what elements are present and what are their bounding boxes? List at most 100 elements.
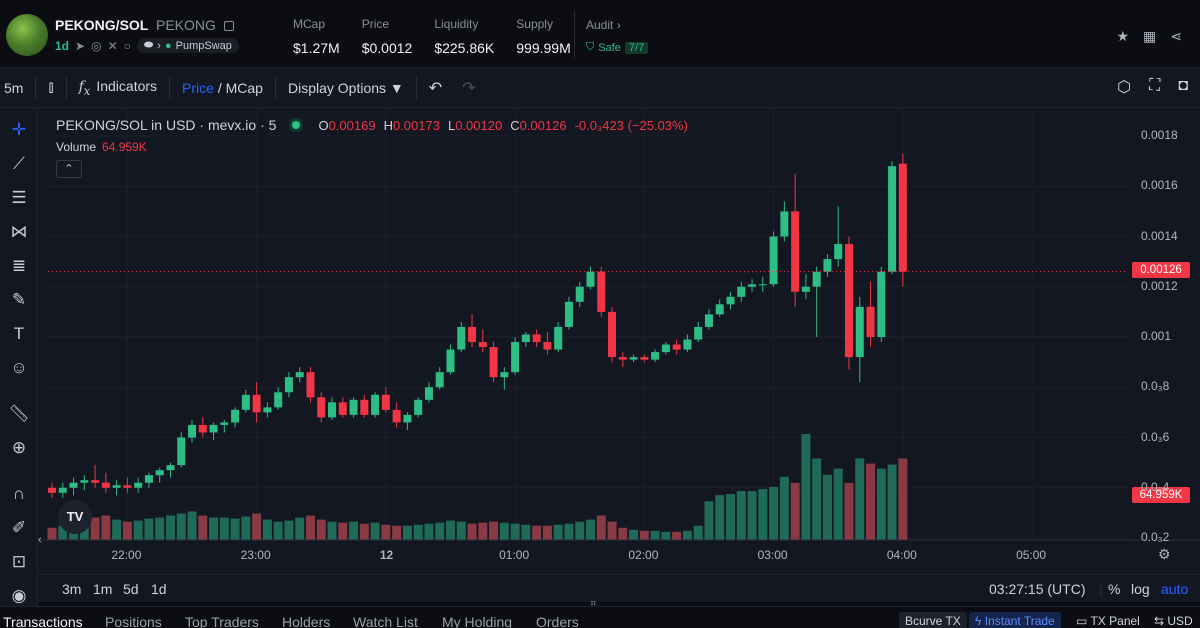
volume-bar [101,515,111,540]
volume-bar [898,458,908,540]
candle-body [715,304,724,315]
brush-icon[interactable]: ✎ [11,290,27,309]
price-mcap-toggle[interactable]: Price / MCap [182,79,263,96]
indicators-button[interactable]: fx Indicators [69,78,167,98]
pair-name[interactable]: PEKONG/SOL PEKONG [55,17,234,33]
range-bar: 3m 1m 5d 1d 03:27:15 (UTC) | % log auto [38,574,1200,602]
auto-toggle[interactable]: auto [1161,581,1189,597]
volume-bar [586,519,595,540]
tab-transactions[interactable]: Transactions [3,614,83,628]
candle-body [748,284,757,287]
star-icon[interactable]: ★ [1116,28,1130,44]
caret-down-icon: ▼ [389,79,404,96]
dex-badge[interactable]: ⬬ › ● PumpSwap [136,38,239,53]
fullscreen-icon[interactable]: ⛶ [1149,77,1161,94]
emoji-icon[interactable]: ☺ [10,358,28,377]
candle-body [489,347,498,378]
audit-section[interactable]: Audit › ⛉ Safe 7/7 [586,18,649,54]
settings-icon[interactable]: ⬡ [1117,79,1132,96]
volume-bar [305,515,315,540]
token-logo [6,14,48,56]
share-icon[interactable]: ⋖ [1170,28,1182,44]
range-3m[interactable]: 3m [62,581,82,597]
candle-body [231,409,240,423]
chart-canvas[interactable] [38,108,1200,578]
volume-bar [607,521,617,540]
candle-body [112,485,121,488]
ruler-icon[interactable]: 📏︎ [8,404,30,423]
bcurve-tx-button[interactable]: Bcurve TX [899,612,967,628]
magnet-icon[interactable]: ∩ [12,484,26,503]
range-1d[interactable]: 1d [151,581,167,597]
calendar-icon[interactable]: ▦ [1143,28,1157,44]
log-toggle[interactable]: log [1131,581,1150,597]
stat-supply: Supply 999.99M [516,17,570,56]
tab-my-holding[interactable]: My Holding [442,614,513,628]
search-icon[interactable]: ○ [123,38,131,53]
percent-toggle[interactable]: % [1108,581,1121,597]
time-tick-label: 03:00 [757,548,788,562]
zoom-in-icon[interactable]: ⊕ [11,438,27,457]
redo-icon[interactable]: ↷ [462,79,476,97]
tab-positions[interactable]: Positions [105,614,162,628]
volume-bar [779,476,789,540]
volume-bar [833,468,843,540]
stat-value: $225.86K [434,40,495,56]
candle-body [414,399,423,415]
tab-holders[interactable]: Holders [282,614,331,628]
candle-body [888,166,897,272]
candle-body [220,422,229,425]
volume-bar [295,517,305,540]
utc-clock[interactable]: 03:27:15 (UTC) [989,581,1086,597]
range-5d[interactable]: 5d [123,581,139,597]
volume-bar [424,523,434,540]
tx-panel-toggle[interactable]: ▭ TX Panel [1070,612,1146,628]
mcap-option[interactable]: MCap [225,79,263,96]
tab-top-traders[interactable]: Top Traders [185,614,259,628]
panel-icon: ▭ [1076,614,1091,628]
volume-legend: Volume 64.959K [56,140,147,154]
volume-bar [58,525,68,540]
eye-icon[interactable]: ◉ [11,586,27,605]
prediction-icon[interactable]: ≣ [11,256,27,275]
instant-trade-button[interactable]: ϟ Instant Trade [969,612,1061,628]
volume-bar [790,482,800,540]
volume-bar [187,511,197,540]
stat-value: $1.27M [293,40,340,56]
price-option[interactable]: Price [182,79,214,96]
interval-select[interactable]: 5m [4,79,24,96]
price-chart[interactable]: PEKONG/SOL in USD · mevx.io · 5 O0.00169… [38,108,1200,578]
telegram-icon[interactable]: ➤ [75,38,86,53]
crosshair-icon[interactable]: ✛ [11,120,27,139]
fib-retracement-icon[interactable]: ☰ [11,188,27,207]
copy-icon[interactable] [223,21,234,31]
currency-toggle[interactable]: ⇆ USD [1148,612,1199,628]
lock-drawing-icon[interactable]: ✐ [11,518,27,537]
candles-icon[interactable]: ⫾ [48,78,54,96]
collapse-toolbar-icon[interactable]: ‹ [38,534,42,546]
dex-icon: ● [164,39,172,52]
header-actions: ★ ▦ ⋖ [1116,28,1182,45]
candle-body [371,394,380,415]
candle-body [446,349,455,373]
tab-watch-list[interactable]: Watch List [353,614,418,628]
range-1m[interactable]: 1m [93,581,113,597]
undo-icon[interactable]: ↶ [428,79,443,97]
pattern-icon[interactable]: ⋈ [10,222,28,241]
x-icon[interactable]: ✕ [107,38,118,53]
tab-orders[interactable]: Orders [536,614,579,628]
volume-bar [769,487,779,540]
tradingview-logo[interactable]: TV [58,500,92,534]
collapse-legend-button[interactable]: ⌃ [56,160,82,178]
camera-icon[interactable]: ◘ [1178,77,1188,94]
axis-settings-icon[interactable]: ⚙ [1158,546,1171,562]
display-options-button[interactable]: Display Options ▼ [278,80,414,96]
resize-handle[interactable]: ⠿ [590,600,597,610]
fx-icon: fx [78,78,91,98]
trend-line-icon[interactable]: ⟋ [13,154,25,173]
volume-bar [338,522,348,540]
text-icon[interactable]: T [13,324,25,343]
globe-icon[interactable]: ◎ [91,38,102,53]
volume-bar [241,516,251,540]
lock-icon[interactable]: ⊡ [11,552,27,571]
